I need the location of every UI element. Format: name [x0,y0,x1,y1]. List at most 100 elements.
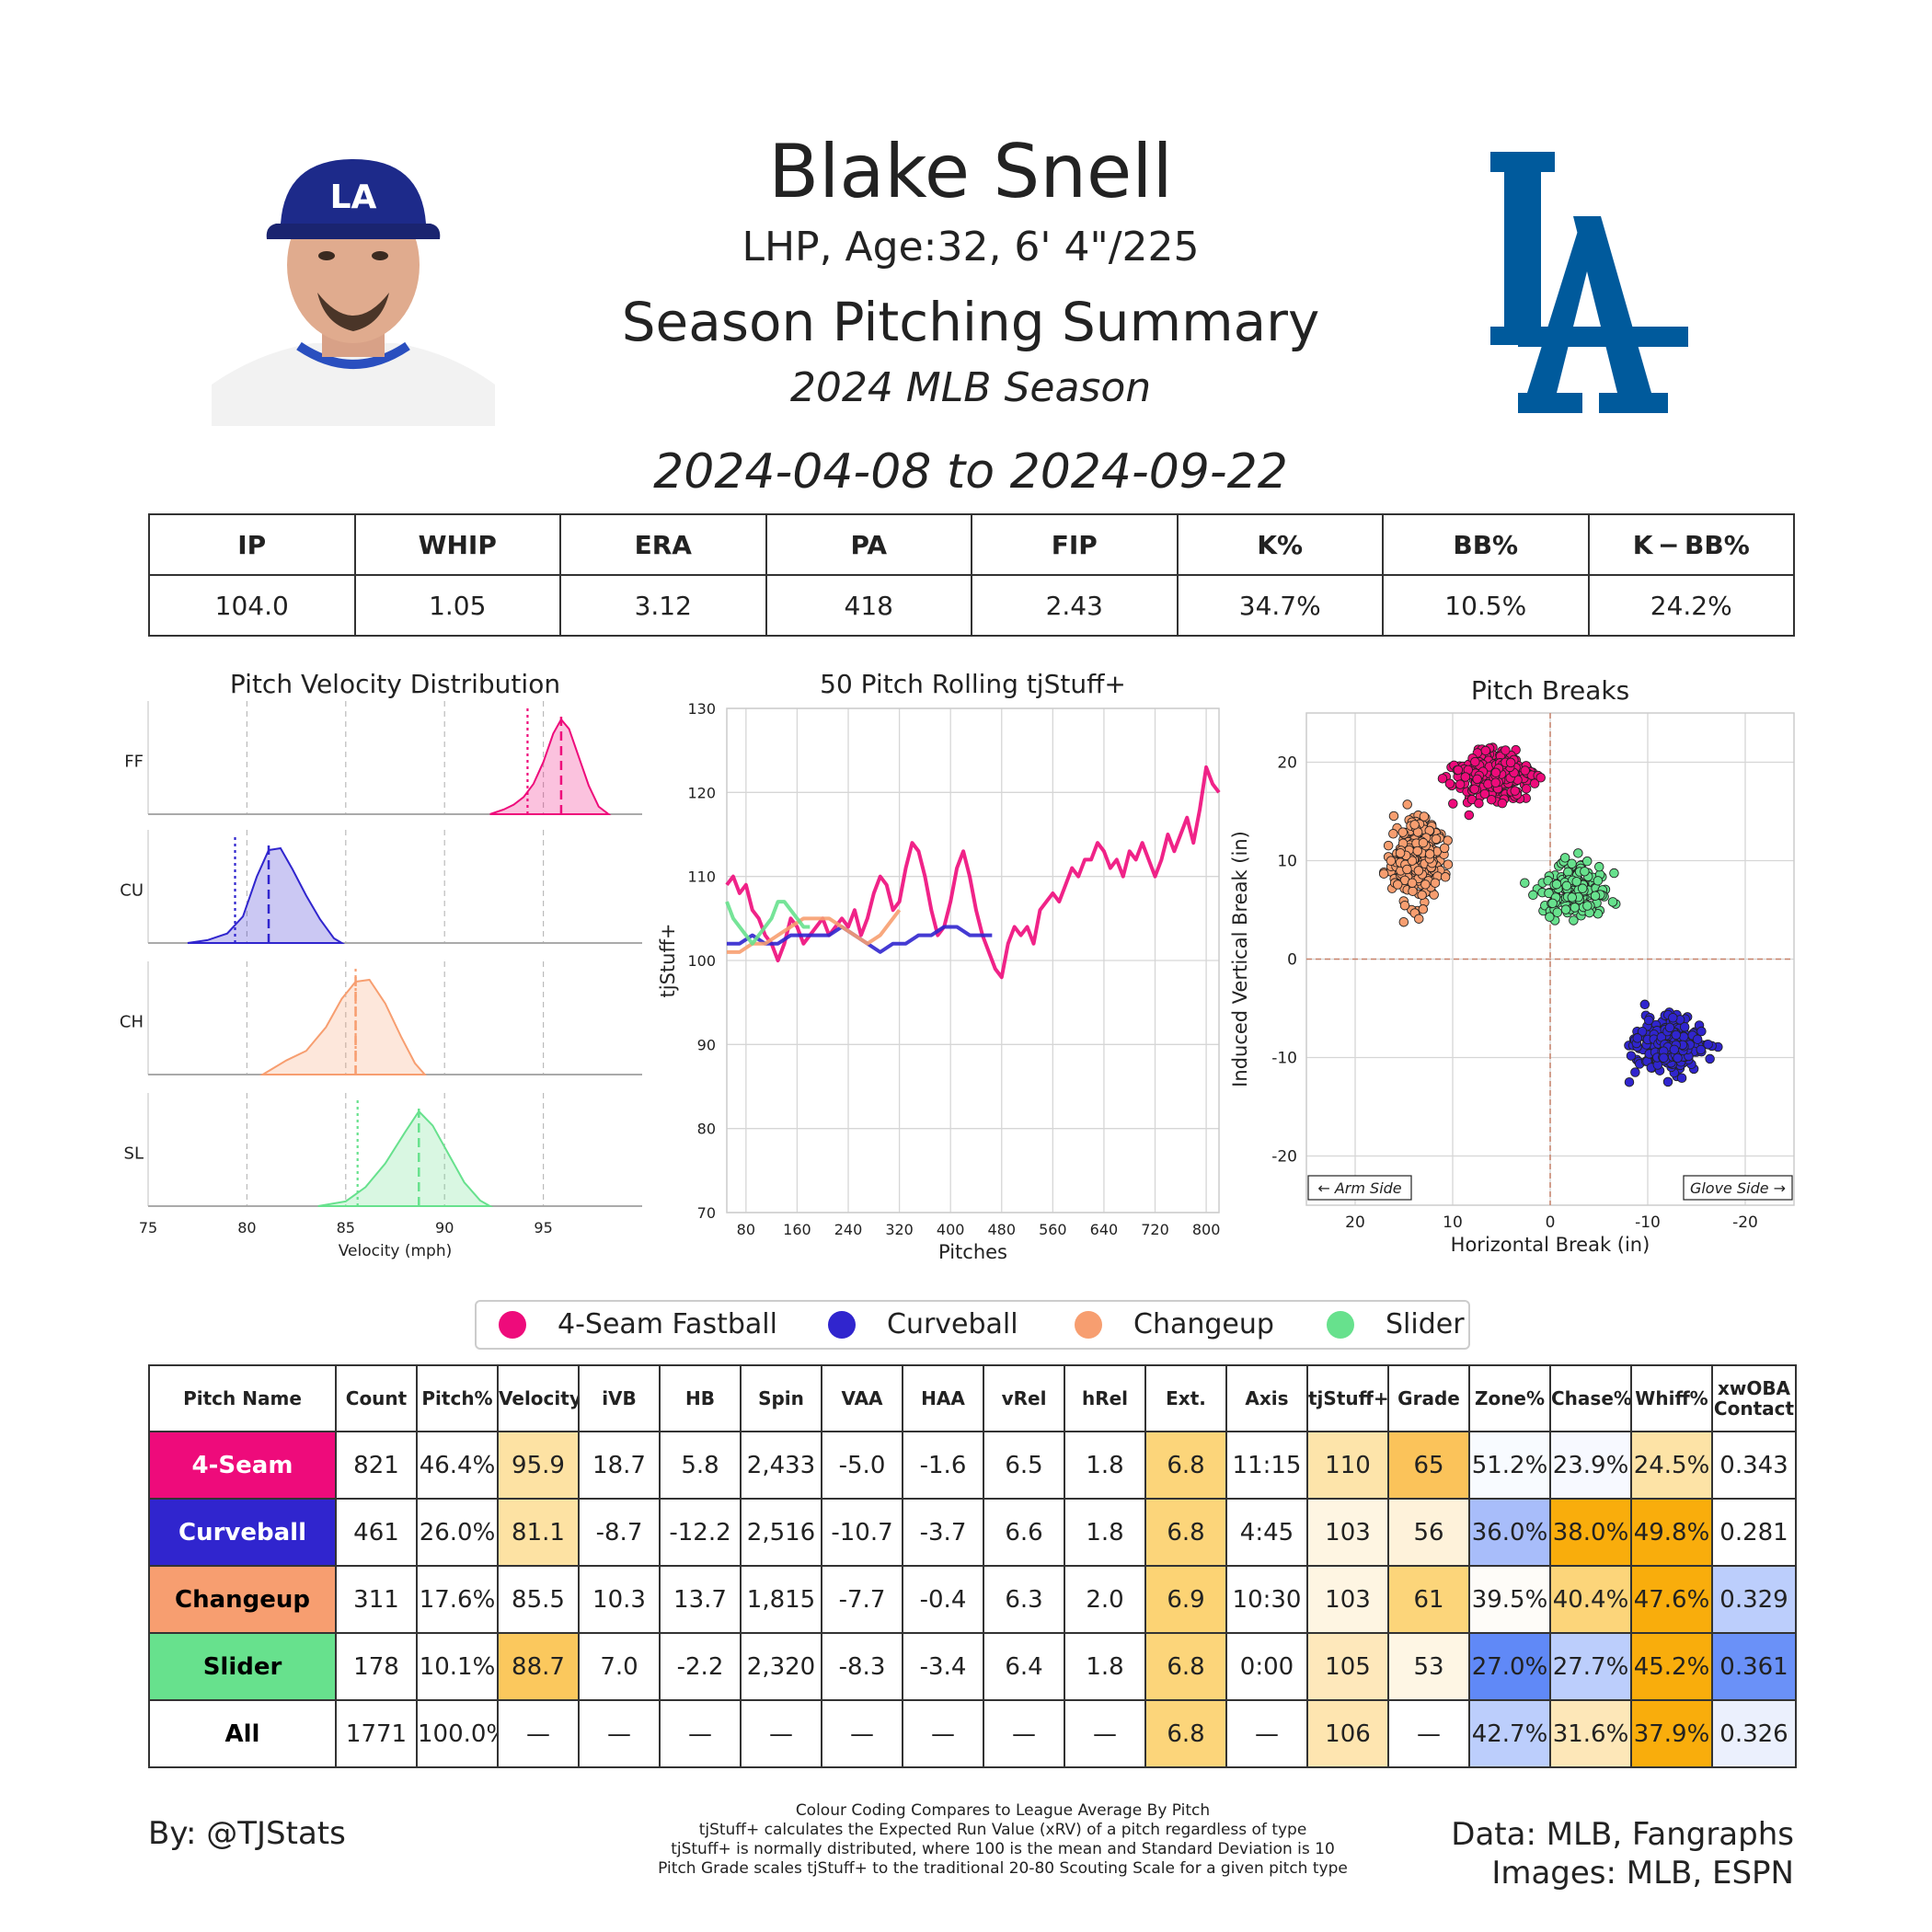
pitch-point [1624,1076,1635,1087]
pitch-point [1551,879,1562,890]
pitch-point [1430,878,1441,888]
stat-header: IP [148,513,356,576]
pitch-legend: 4-Seam Fastball Curveball Changeup Slide… [475,1300,1470,1350]
pitch-metric-cell: 178 [335,1632,418,1701]
stat-value: 1.05 [353,574,561,637]
pitch-metric-cell: — [902,1699,984,1768]
tick-label: 80 [737,1221,755,1238]
pitch-table-row: All1771100.0%————————6.8—106—42.7%31.6%3… [148,1699,1797,1768]
pitch-table-header: HB [659,1364,742,1432]
stat-value: 24.2% [1587,574,1795,637]
pitch-table-header: tjStuff+ [1306,1364,1389,1432]
pitch-metric-cell: 10:30 [1225,1565,1308,1634]
stat-value: 3.12 [559,574,767,637]
pitch-table-row: Changeup 311 17.6% 85.5 10.3 13.7 1,815 -7.7 -0.… [148,1565,1797,1634]
pitch-metric-cell: -2.2 [659,1632,742,1701]
pitch-point [1392,880,1403,890]
pitch-point [1643,1015,1654,1026]
tick-label: 320 [885,1221,914,1238]
pitch-table-header: Axis [1225,1364,1308,1432]
pitch-table-row: Curveball 461 26.0% 81.1 -8.7 -12.2 2,516 -10.7… [148,1498,1797,1567]
pitch-point [1408,886,1418,896]
credits: Data: MLB, Fangraphs Images: MLB, ESPN [1451,1815,1794,1892]
pitch-table-header-row: Pitch Name Count Pitch% Velocity iVB HB Spin VA… [148,1364,1797,1432]
stat-value: 2.43 [971,574,1179,637]
pitch-point [1439,843,1450,854]
pitch-point [1510,786,1520,796]
pitch-point [1671,1029,1682,1041]
pitch-name-cell: Changeup [148,1565,337,1634]
pitch-metric-cell: 18.7 [578,1431,661,1500]
tick-label: 20 [1345,1213,1365,1232]
player-headshot: LA [212,155,495,426]
pitch-point [1662,1076,1673,1087]
pitch-point [1580,866,1590,877]
pitch-table-row: Slider 178 10.1% 88.7 7.0 -2.2 2,320 -8.3 -3.4 6.… [148,1632,1797,1701]
pitch-metric-cell: 26.0% [416,1498,499,1567]
pitch-metric-cell: 85.5 [497,1565,580,1634]
tick-label: 400 [937,1221,965,1238]
date-range: 2024-04-08 to 2024-09-22 [653,444,1288,500]
pitch-point [1399,900,1410,911]
pitch-point [1632,1033,1643,1043]
pitch-metric-cell: 1771 [335,1699,418,1768]
pitch-point [1418,904,1429,914]
pitch-metric-cell: 88.7 [497,1632,580,1701]
pitch-name-cell: Curveball [148,1498,337,1567]
annotation-box [1307,1175,1412,1201]
pitch-metric-cell: — [497,1699,580,1768]
pitch-point [1448,799,1458,809]
pitch-point [1419,811,1430,822]
tick-label: 90 [435,1219,454,1236]
tick-label: 95 [534,1219,552,1236]
pitch-point [1505,757,1516,768]
tick-label: -10 [1635,1213,1661,1232]
pitch-metric-cell: 10.3 [578,1565,661,1634]
pitch-metric-cell: 6.9 [1144,1565,1227,1634]
pitch-metric-cell: 0.329 [1711,1565,1797,1634]
pitch-point [1501,745,1511,755]
density-curve [489,718,612,815]
pitch-metric-cell: 6.8 [1144,1699,1227,1768]
pitch-table-header: Spin [740,1364,822,1432]
pitch-metric-cell: 13.7 [659,1565,742,1634]
pitch-table-header: Whiff% [1630,1364,1713,1432]
pitch-point [1480,745,1491,756]
pitch-point [1593,876,1604,886]
pitch-point [1472,774,1482,785]
pitch-point [1561,880,1572,891]
stat-header: K% [1176,513,1384,576]
player-info: LHP, Age:32, 6' 4"/225 [742,224,1200,270]
plot-frame [726,707,1220,1213]
tick-label: 560 [1039,1221,1067,1238]
pitch-metric-cell: 40.4% [1549,1565,1632,1634]
pitch-metric-cell: 6.4 [983,1632,1065,1701]
pitch-metric-cell: — [659,1699,742,1768]
pitch-metric-cell: -1.6 [902,1431,984,1500]
pitch-name-cell: 4-Seam [148,1431,337,1500]
pitch-point [1398,916,1409,927]
pitch-metric-cell: 2,320 [740,1632,822,1701]
row-label: SL [124,1144,144,1164]
pitch-point [1577,883,1588,893]
pitch-metric-cell: 65 [1387,1431,1470,1500]
axis-label: Pitches [938,1241,1007,1263]
team-logo [1490,152,1688,419]
pitch-point [1378,868,1389,879]
tick-label: 640 [1090,1221,1119,1238]
density-curve [317,1110,494,1207]
pitch-point [1571,876,1581,887]
pitch-metric-cell: -3.4 [902,1632,984,1701]
pitch-metric-cell: 2,433 [740,1431,822,1500]
pitch-table-header: Grade [1387,1364,1470,1432]
pitch-metric-cell: 46.4% [416,1431,499,1500]
legend-marker [1075,1311,1102,1339]
axis-label: Horizontal Break (in) [1451,1234,1650,1256]
stat-header: FIP [971,513,1179,576]
series-line [725,765,1221,980]
tick-label: 10 [1277,853,1297,871]
pitch-point [1705,1053,1715,1064]
pitch-point [1544,888,1554,899]
pitch-table-header: hRel [1064,1364,1146,1432]
pitch-metric-cell: 103 [1306,1565,1389,1634]
